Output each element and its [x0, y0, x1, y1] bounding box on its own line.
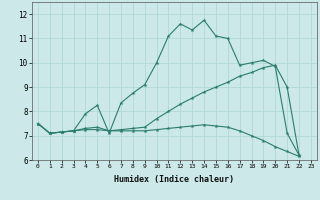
X-axis label: Humidex (Indice chaleur): Humidex (Indice chaleur) [115, 175, 234, 184]
